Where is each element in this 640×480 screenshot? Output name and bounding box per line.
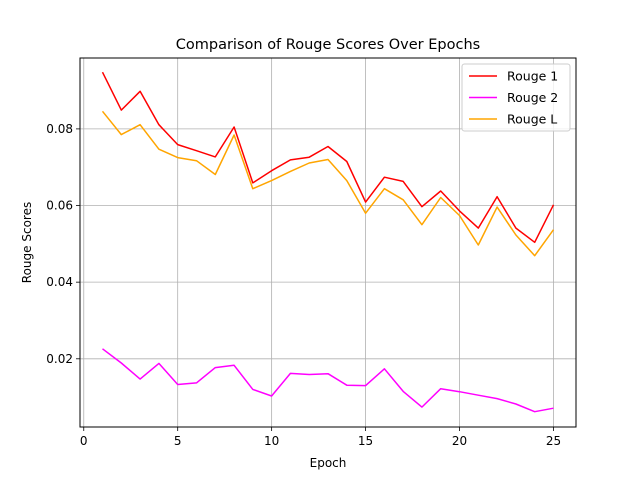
y-tick-label: 0.02 xyxy=(46,352,73,366)
legend-label-rouge-1: Rouge 1 xyxy=(507,69,558,84)
x-tick-label: 20 xyxy=(452,434,467,448)
x-tick-label: 5 xyxy=(174,434,182,448)
series-line-rouge-l xyxy=(101,110,555,257)
axis-ticks: 0 5 10 15 20 25 0.02 0.04 0.06 0.08 xyxy=(46,122,561,448)
x-tick-label: 10 xyxy=(264,434,279,448)
x-tick-label: 25 xyxy=(546,434,561,448)
x-tick-label: 0 xyxy=(80,434,88,448)
y-tick-label: 0.08 xyxy=(46,122,73,136)
x-tick-label: 15 xyxy=(358,434,373,448)
legend-box xyxy=(461,63,571,132)
y-tick-label: 0.04 xyxy=(46,275,73,289)
x-axis-label: Epoch xyxy=(310,456,347,470)
legend: Rouge 1 Rouge 2 Rouge L xyxy=(461,63,571,132)
plot-frame xyxy=(79,57,577,428)
y-tick-label: 0.06 xyxy=(46,199,73,213)
series-lines xyxy=(101,71,555,413)
y-axis-label: Rouge Scores xyxy=(20,202,34,283)
series-line-rouge-2 xyxy=(102,348,554,413)
series-line-rouge-1 xyxy=(101,71,555,244)
legend-label-rouge-l: Rouge L xyxy=(507,112,557,127)
chart-title: Comparison of Rouge Scores Over Epochs xyxy=(176,37,480,53)
legend-label-rouge-2: Rouge 2 xyxy=(507,90,558,105)
